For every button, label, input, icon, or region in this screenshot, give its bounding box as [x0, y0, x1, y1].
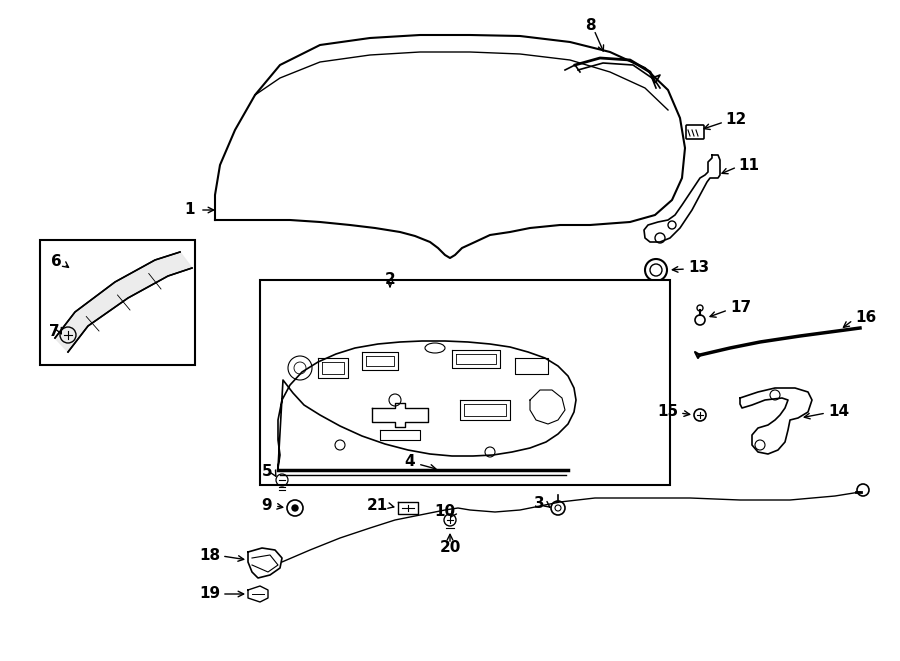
Text: 5: 5 — [261, 465, 272, 479]
Text: 7: 7 — [50, 325, 60, 340]
Text: 2: 2 — [384, 272, 395, 288]
Text: 4: 4 — [404, 455, 415, 469]
FancyBboxPatch shape — [686, 125, 704, 139]
Text: 19: 19 — [199, 586, 220, 602]
Text: 8: 8 — [585, 17, 595, 32]
Text: 13: 13 — [688, 260, 709, 276]
Text: 15: 15 — [657, 405, 678, 420]
Text: 18: 18 — [199, 547, 220, 563]
Text: 10: 10 — [434, 504, 455, 520]
Text: 3: 3 — [535, 496, 545, 510]
Bar — [40, 240, 195, 365]
Circle shape — [292, 505, 298, 511]
Text: 16: 16 — [855, 311, 877, 325]
Text: 9: 9 — [261, 498, 272, 512]
Text: 20: 20 — [439, 541, 461, 555]
Text: 11: 11 — [738, 157, 759, 173]
Text: 14: 14 — [828, 405, 849, 420]
Bar — [260, 280, 670, 485]
Polygon shape — [55, 252, 192, 352]
Text: 17: 17 — [730, 301, 752, 315]
Text: 6: 6 — [51, 254, 62, 270]
Text: 12: 12 — [725, 112, 746, 128]
Text: 21: 21 — [367, 498, 388, 512]
Text: 1: 1 — [184, 202, 195, 217]
